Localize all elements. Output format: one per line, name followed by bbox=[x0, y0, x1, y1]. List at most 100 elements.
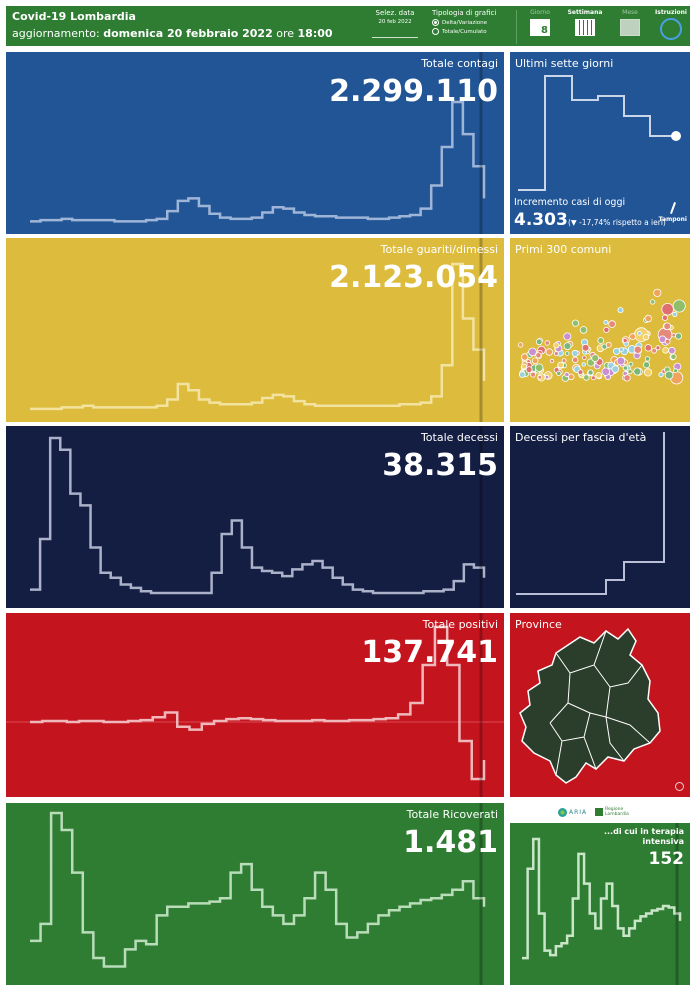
tamponi-button[interactable]: Tamponi bbox=[659, 202, 687, 223]
comune-bubble[interactable] bbox=[597, 337, 605, 344]
comune-bubble[interactable] bbox=[587, 369, 594, 376]
comune-bubble[interactable] bbox=[549, 358, 555, 364]
comune-bubble[interactable] bbox=[642, 333, 650, 341]
comune-bubble[interactable] bbox=[544, 374, 550, 380]
comune-bubble[interactable] bbox=[662, 347, 669, 354]
date-selector[interactable]: Selez. data 20 feb 2022 bbox=[370, 9, 420, 38]
comune-bubble[interactable] bbox=[674, 332, 682, 340]
comune-bubble[interactable] bbox=[642, 361, 650, 369]
comune-bubble[interactable] bbox=[671, 332, 676, 338]
comune-bubble[interactable] bbox=[563, 332, 572, 341]
comune-bubble[interactable] bbox=[581, 362, 586, 367]
comune-bubble[interactable] bbox=[603, 326, 610, 334]
comune-bubble[interactable] bbox=[622, 365, 629, 371]
comune-bubble[interactable] bbox=[525, 366, 533, 374]
comune-bubble[interactable] bbox=[673, 368, 679, 374]
comune-bubble[interactable] bbox=[582, 355, 587, 361]
comune-bubble[interactable] bbox=[655, 345, 661, 351]
comune-bubble[interactable] bbox=[544, 340, 550, 346]
radio-cumulato[interactable]: Totale/Cumulato bbox=[432, 28, 522, 35]
comune-bubble[interactable] bbox=[661, 302, 674, 316]
panel-comuni[interactable]: Primi 300 comuni bbox=[510, 238, 690, 422]
comune-bubble[interactable] bbox=[521, 363, 527, 370]
comune-bubble[interactable] bbox=[595, 372, 602, 379]
comune-bubble[interactable] bbox=[670, 353, 677, 360]
comune-bubble[interactable] bbox=[643, 368, 653, 377]
comune-bubble[interactable] bbox=[530, 371, 537, 378]
comune-bubble[interactable] bbox=[622, 338, 628, 344]
comune-bubble[interactable] bbox=[564, 371, 570, 378]
comune-bubble[interactable] bbox=[672, 311, 678, 318]
comune-bubble[interactable] bbox=[571, 319, 580, 327]
comune-bubble[interactable] bbox=[571, 356, 579, 364]
week-button[interactable]: Settimana bbox=[565, 9, 605, 36]
comune-bubble[interactable] bbox=[535, 352, 542, 359]
comune-bubble[interactable] bbox=[619, 347, 624, 352]
comune-bubble[interactable] bbox=[668, 346, 676, 355]
comune-bubble[interactable] bbox=[601, 367, 610, 376]
comune-bubble[interactable] bbox=[535, 338, 543, 346]
comune-bubble[interactable] bbox=[612, 347, 621, 355]
comune-bubble[interactable] bbox=[579, 326, 588, 334]
radio-delta[interactable]: Delta/Variazione bbox=[432, 19, 522, 26]
comune-bubble[interactable] bbox=[603, 319, 609, 325]
panel-guariti[interactable]: Totale guariti/dimessi 2.123.054 bbox=[6, 238, 504, 422]
comune-bubble[interactable] bbox=[672, 299, 686, 313]
comune-bubble[interactable] bbox=[611, 365, 620, 373]
panel-terapia-intensiva[interactable]: ...di cui in terapia intensiva 152 bbox=[510, 823, 690, 985]
comune-bubble[interactable] bbox=[605, 341, 612, 348]
comune-bubble[interactable] bbox=[517, 342, 524, 348]
comune-bubble[interactable] bbox=[535, 363, 544, 372]
comune-bubble[interactable] bbox=[629, 333, 636, 340]
comune-bubble[interactable] bbox=[577, 369, 584, 375]
comune-bubble[interactable] bbox=[531, 357, 539, 365]
comune-bubble[interactable] bbox=[553, 342, 560, 349]
comune-bubble[interactable] bbox=[561, 358, 567, 363]
comune-bubble[interactable] bbox=[557, 361, 564, 369]
comune-bubble[interactable] bbox=[537, 375, 543, 380]
comune-bubble[interactable] bbox=[644, 344, 652, 352]
comune-bubble[interactable] bbox=[644, 356, 651, 362]
comune-bubble[interactable] bbox=[661, 314, 669, 321]
comune-bubble[interactable] bbox=[581, 343, 590, 352]
province-map[interactable] bbox=[510, 613, 690, 797]
comune-bubble[interactable] bbox=[653, 288, 662, 297]
comune-bubble[interactable] bbox=[633, 345, 642, 354]
comune-bubble[interactable] bbox=[528, 347, 537, 357]
comune-bubble[interactable] bbox=[633, 367, 642, 376]
lombardia-map[interactable] bbox=[519, 627, 661, 784]
panel-contagi[interactable]: Totale contagi 2.299.110 bbox=[6, 52, 504, 234]
comune-bubble[interactable] bbox=[644, 314, 652, 323]
comune-bubble[interactable] bbox=[568, 373, 575, 380]
comune-bubble[interactable] bbox=[627, 369, 633, 375]
date-selector-value[interactable]: 20 feb 2022 bbox=[378, 19, 412, 25]
panel-ricoverati[interactable]: Totale Ricoverati 1.481 bbox=[6, 803, 504, 985]
comune-bubble[interactable] bbox=[591, 375, 596, 381]
comune-bubble[interactable] bbox=[637, 331, 642, 336]
month-button[interactable]: Mese bbox=[610, 9, 650, 36]
comune-bubble[interactable] bbox=[545, 348, 553, 356]
comune-bubble[interactable] bbox=[616, 356, 626, 366]
radio-delta-dot[interactable] bbox=[432, 19, 439, 26]
panel-province[interactable]: Province bbox=[510, 613, 690, 797]
comune-bubble[interactable] bbox=[564, 351, 570, 356]
comune-bubble[interactable] bbox=[649, 299, 656, 305]
comune-bubble[interactable] bbox=[608, 320, 616, 328]
date-selector-field[interactable] bbox=[372, 27, 418, 38]
zoom-icon[interactable] bbox=[675, 782, 684, 791]
comune-bubble[interactable] bbox=[518, 371, 526, 378]
panel-fasce[interactable]: Decessi per fascia d'età bbox=[510, 426, 690, 608]
comune-bubble[interactable] bbox=[663, 322, 672, 331]
comune-bubble[interactable] bbox=[571, 349, 579, 357]
instructions-button[interactable]: Istruzioni bbox=[651, 9, 691, 40]
comune-bubble[interactable] bbox=[664, 370, 674, 380]
comune-bubble[interactable] bbox=[563, 342, 572, 350]
comune-bubble[interactable] bbox=[664, 338, 671, 345]
comune-bubble[interactable] bbox=[556, 370, 562, 376]
comune-bubble[interactable] bbox=[623, 374, 631, 382]
comune-bubble[interactable] bbox=[583, 374, 590, 381]
panel-positivi[interactable]: Totale positivi 137.741 bbox=[6, 613, 504, 797]
comune-bubble[interactable] bbox=[520, 353, 529, 361]
comune-bubble[interactable] bbox=[628, 361, 634, 367]
panel-decessi[interactable]: Totale decessi 38.315 bbox=[6, 426, 504, 608]
